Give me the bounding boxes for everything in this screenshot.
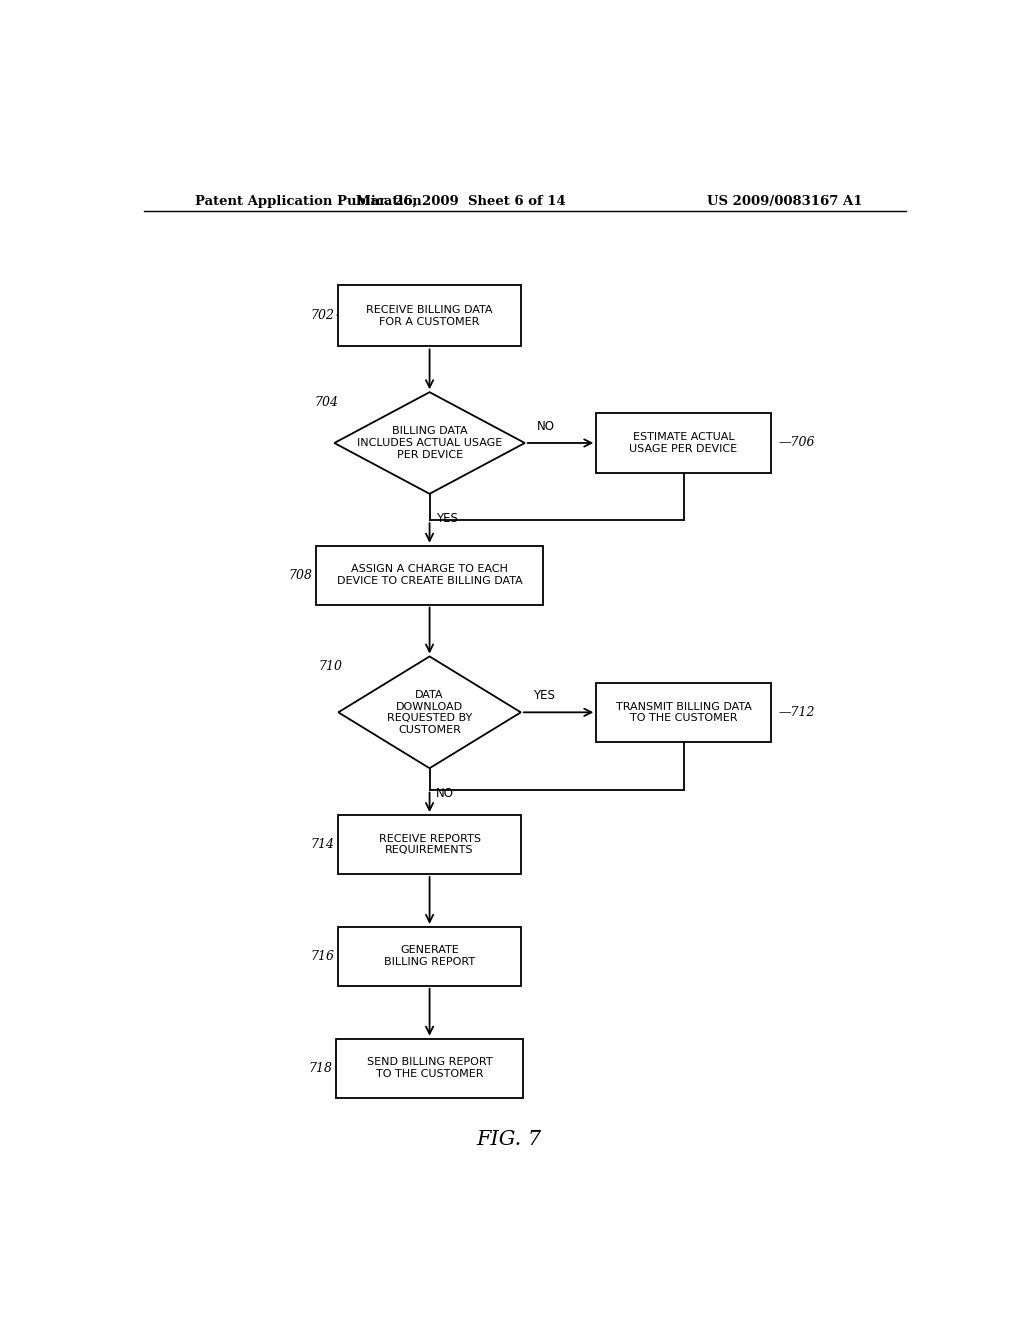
- FancyBboxPatch shape: [338, 285, 521, 346]
- Text: DATA
DOWNLOAD
REQUESTED BY
CUSTOMER: DATA DOWNLOAD REQUESTED BY CUSTOMER: [387, 690, 472, 735]
- Text: NO: NO: [537, 420, 555, 433]
- FancyBboxPatch shape: [338, 927, 521, 986]
- FancyBboxPatch shape: [596, 682, 771, 742]
- Text: NO: NO: [436, 787, 454, 800]
- Text: US 2009/0083167 A1: US 2009/0083167 A1: [707, 194, 862, 207]
- Text: YES: YES: [436, 512, 458, 525]
- Text: —706: —706: [778, 437, 815, 450]
- Text: 718: 718: [308, 1061, 333, 1074]
- FancyBboxPatch shape: [336, 1039, 523, 1097]
- Text: TRANSMIT BILLING DATA
TO THE CUSTOMER: TRANSMIT BILLING DATA TO THE CUSTOMER: [615, 701, 752, 723]
- Text: 702: 702: [310, 309, 334, 322]
- Text: Mar. 26, 2009  Sheet 6 of 14: Mar. 26, 2009 Sheet 6 of 14: [356, 194, 566, 207]
- Text: YES: YES: [532, 689, 555, 702]
- FancyBboxPatch shape: [316, 545, 543, 605]
- Text: 708: 708: [289, 569, 312, 582]
- Text: 704: 704: [314, 396, 338, 409]
- Text: GENERATE
BILLING REPORT: GENERATE BILLING REPORT: [384, 945, 475, 968]
- Text: FIG. 7: FIG. 7: [476, 1130, 542, 1148]
- Text: ASSIGN A CHARGE TO EACH
DEVICE TO CREATE BILLING DATA: ASSIGN A CHARGE TO EACH DEVICE TO CREATE…: [337, 565, 522, 586]
- Text: —712: —712: [778, 706, 815, 719]
- Text: BILLING DATA
INCLUDES ACTUAL USAGE
PER DEVICE: BILLING DATA INCLUDES ACTUAL USAGE PER D…: [357, 426, 502, 459]
- Text: Patent Application Publication: Patent Application Publication: [196, 194, 422, 207]
- Text: 714: 714: [310, 838, 334, 851]
- Text: SEND BILLING REPORT
TO THE CUSTOMER: SEND BILLING REPORT TO THE CUSTOMER: [367, 1057, 493, 1078]
- Polygon shape: [334, 392, 524, 494]
- Text: RECEIVE BILLING DATA
FOR A CUSTOMER: RECEIVE BILLING DATA FOR A CUSTOMER: [367, 305, 493, 327]
- Text: ESTIMATE ACTUAL
USAGE PER DEVICE: ESTIMATE ACTUAL USAGE PER DEVICE: [630, 432, 737, 454]
- Polygon shape: [338, 656, 521, 768]
- FancyBboxPatch shape: [596, 412, 771, 474]
- Text: 716: 716: [310, 950, 334, 962]
- FancyBboxPatch shape: [338, 814, 521, 874]
- Text: RECEIVE REPORTS
REQUIREMENTS: RECEIVE REPORTS REQUIREMENTS: [379, 834, 480, 855]
- Text: 710: 710: [318, 660, 342, 673]
